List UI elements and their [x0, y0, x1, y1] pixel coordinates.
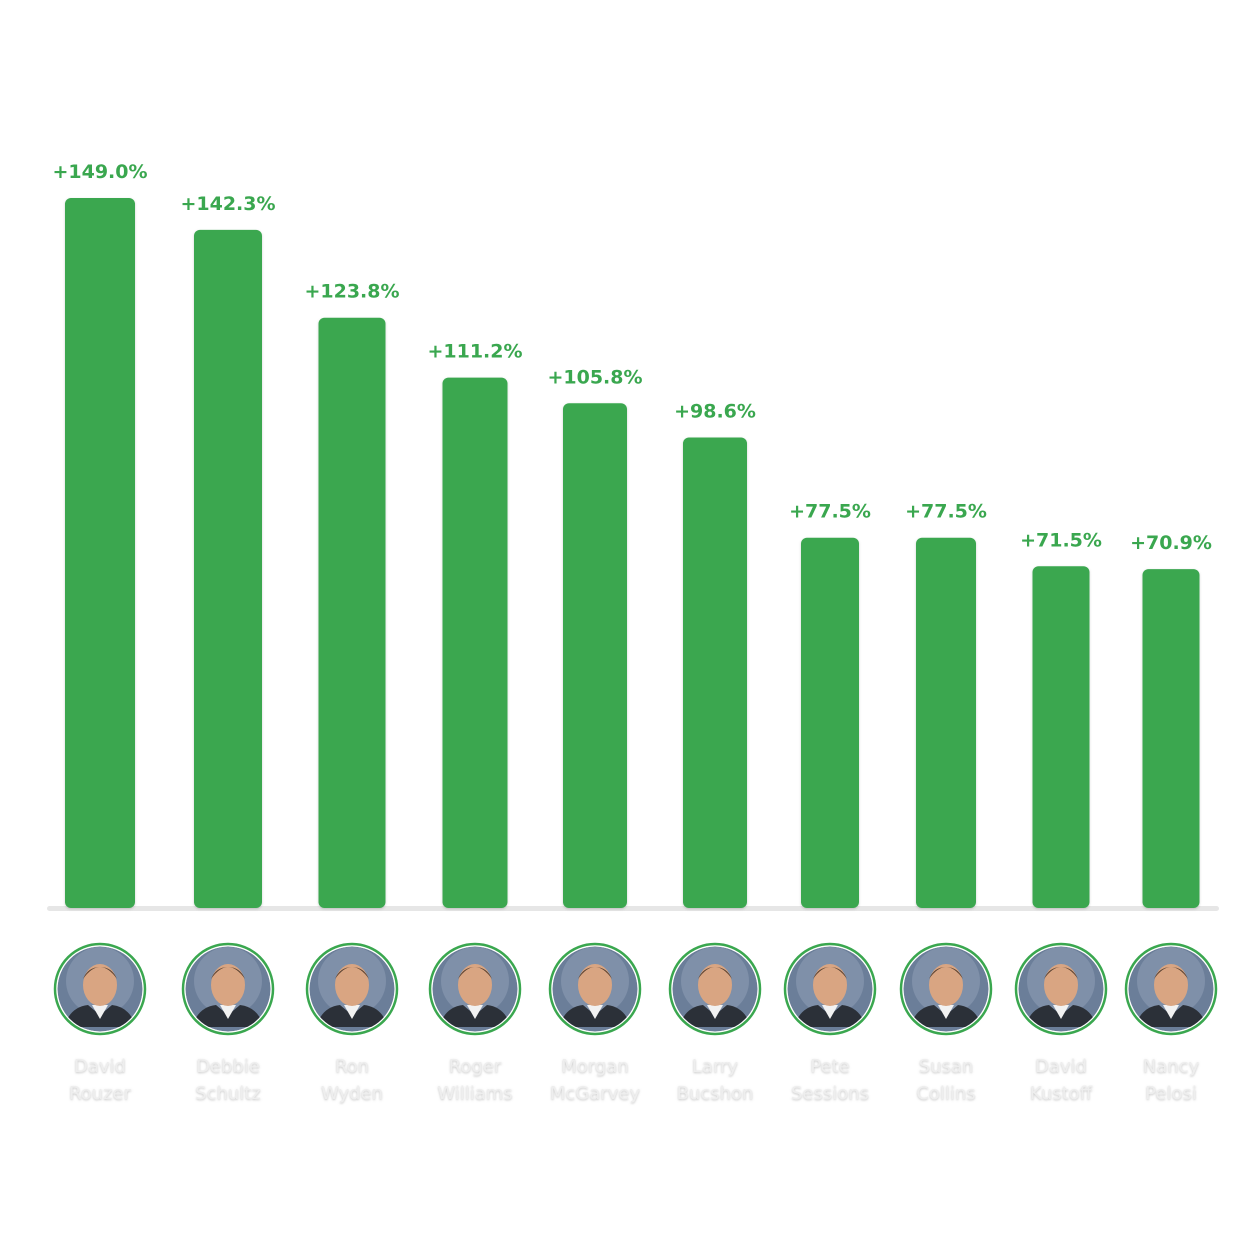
bar: [442, 377, 508, 909]
category-last-name: Williams: [437, 1083, 512, 1104]
category-first-name: Larry: [692, 1056, 739, 1077]
category-last-name: McGarvey: [550, 1083, 641, 1104]
bar: [563, 403, 627, 908]
bar-value-label: +123.8%: [304, 281, 399, 303]
category-last-name: Bucshon: [677, 1083, 754, 1104]
bar-value-label: +111.2%: [427, 341, 522, 363]
category-last-name: Sessions: [791, 1083, 869, 1104]
bar: [683, 437, 747, 908]
portrait-icon: [428, 942, 522, 1036]
category-last-name: Rouzer: [69, 1083, 132, 1104]
portrait-icon: [899, 942, 993, 1036]
category-first-name: Nancy: [1143, 1056, 1200, 1077]
portrait-icon: [1014, 942, 1108, 1036]
portrait-icon: [181, 942, 275, 1036]
bar-value-label: +70.9%: [1130, 532, 1212, 554]
category-first-name: David: [1035, 1056, 1087, 1077]
bar-value-label: +149.0%: [52, 161, 147, 183]
category-first-name: Debbie: [196, 1056, 260, 1077]
bar-value-label: +98.6%: [674, 400, 756, 422]
bar: [318, 317, 386, 908]
portrait-icon: [305, 942, 399, 1036]
category-last-name: Schultz: [195, 1083, 261, 1104]
category-first-name: Morgan: [561, 1056, 629, 1077]
bar: [1032, 566, 1090, 908]
bar-value-label: +77.5%: [905, 501, 987, 523]
portrait-icon: [53, 942, 147, 1036]
category-first-name: Ron: [335, 1056, 369, 1077]
portrait-icon: [783, 942, 877, 1036]
portrait-icon: [548, 942, 642, 1036]
category-first-name: Pete: [810, 1056, 849, 1077]
bar-value-label: +142.3%: [180, 193, 275, 215]
category-last-name: Pelosi: [1145, 1083, 1197, 1104]
category-first-name: Roger: [449, 1056, 502, 1077]
portrait-icon: [1124, 942, 1218, 1036]
bar: [801, 537, 859, 908]
bar-value-label: +105.8%: [547, 366, 642, 388]
bar-value-label: +77.5%: [789, 501, 871, 523]
bar: [1142, 569, 1200, 908]
category-last-name: Kustoff: [1030, 1083, 1093, 1104]
category-first-name: David: [74, 1056, 126, 1077]
category-last-name: Collins: [916, 1083, 975, 1104]
portrait-icon: [668, 942, 762, 1036]
category-last-name: Wyden: [321, 1083, 383, 1104]
bar: [194, 229, 262, 908]
category-first-name: Susan: [919, 1056, 974, 1077]
bar: [916, 537, 976, 908]
bar-value-label: +71.5%: [1020, 529, 1102, 551]
bar: [65, 198, 135, 908]
